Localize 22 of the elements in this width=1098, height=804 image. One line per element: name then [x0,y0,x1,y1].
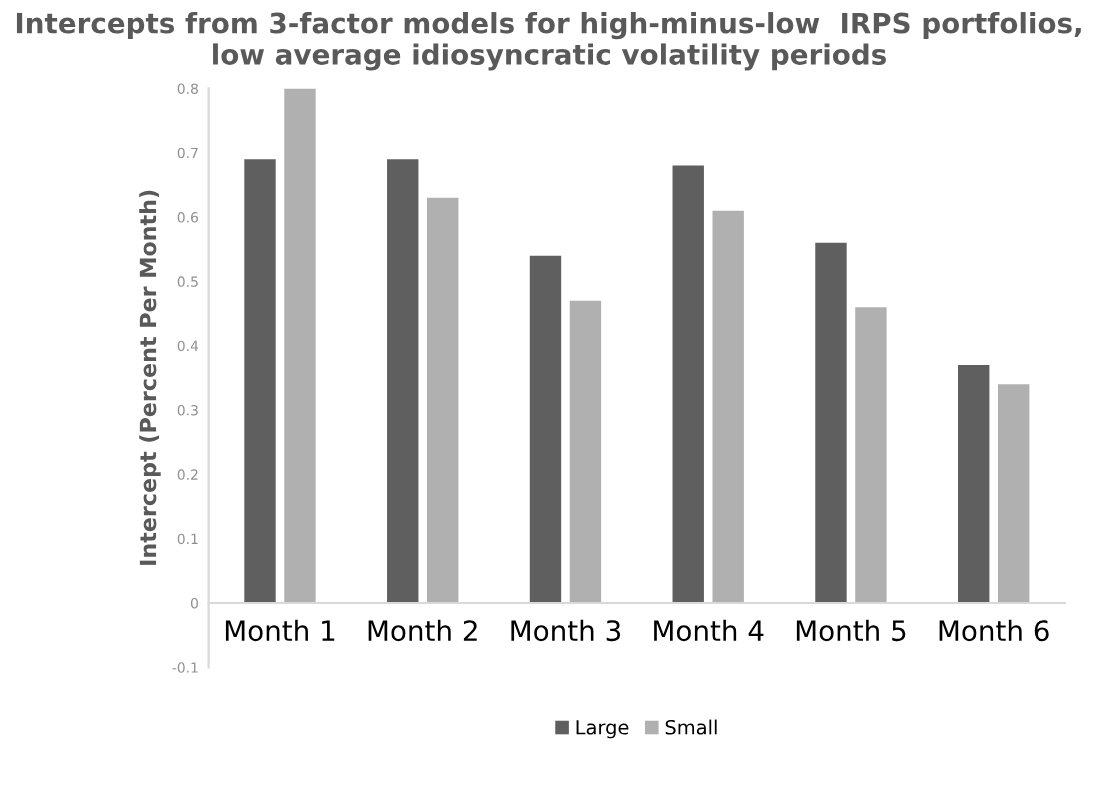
bar [712,210,744,603]
bar [529,255,562,603]
chart-title: Intercepts from 3-factor models for high-minus-low IRPS portfolios, low average idiosyncratic volatility periods [16,12,1081,71]
x-tick-label: Month 5 [796,619,906,642]
x-tick-label: Month 4 [654,619,764,642]
bar [427,197,459,603]
bar [387,159,419,603]
bar [569,300,602,603]
legend-label: Small [665,719,717,735]
x-tick-label: Month 6 [939,619,1049,642]
bar [244,159,276,603]
bar [997,384,1030,603]
x-tick-label: Month 1 [225,619,335,642]
y-axis-title: Intercept (Percent Per Month) [139,190,161,565]
bar [815,242,847,603]
x-tick-label: Month 3 [511,619,621,642]
bar [672,165,704,603]
bar [958,365,990,603]
legend-label: Large [576,720,629,739]
bar [284,88,316,603]
bar [855,307,887,603]
x-tick-label: Month 2 [368,619,477,642]
